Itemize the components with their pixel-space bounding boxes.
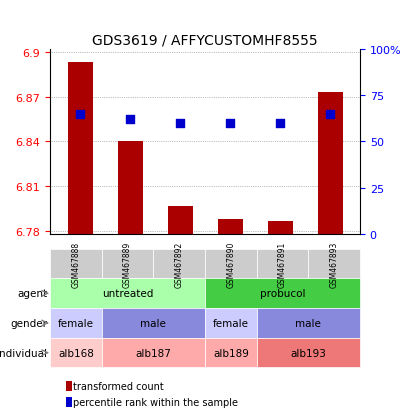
Text: transformed count: transformed count: [73, 381, 164, 391]
Point: [127, 116, 133, 123]
Text: alb168: alb168: [58, 348, 94, 358]
FancyBboxPatch shape: [153, 249, 205, 279]
Text: GSM467892: GSM467892: [175, 241, 184, 287]
Text: female: female: [58, 318, 94, 328]
Text: individual: individual: [0, 348, 48, 358]
Point: [277, 120, 283, 127]
Text: GSM467890: GSM467890: [226, 241, 235, 287]
FancyBboxPatch shape: [50, 338, 102, 368]
Bar: [118, 142, 142, 235]
Text: GSM467889: GSM467889: [123, 241, 132, 287]
Point: [177, 120, 183, 127]
Text: alb189: alb189: [213, 348, 249, 358]
FancyBboxPatch shape: [257, 309, 360, 338]
FancyBboxPatch shape: [102, 309, 205, 338]
Point: [227, 120, 233, 127]
Bar: [168, 206, 192, 235]
Text: female: female: [213, 318, 249, 328]
FancyBboxPatch shape: [50, 279, 205, 309]
FancyBboxPatch shape: [257, 338, 360, 368]
Text: untreated: untreated: [102, 289, 153, 299]
Text: agent: agent: [17, 289, 48, 299]
Text: GSM467888: GSM467888: [71, 241, 80, 287]
FancyBboxPatch shape: [50, 309, 102, 338]
FancyBboxPatch shape: [205, 309, 257, 338]
Text: GSM467891: GSM467891: [278, 241, 287, 287]
Bar: [318, 93, 342, 235]
Text: male: male: [295, 318, 321, 328]
FancyBboxPatch shape: [205, 338, 257, 368]
Text: GSM467893: GSM467893: [330, 241, 339, 287]
FancyBboxPatch shape: [308, 249, 360, 279]
FancyBboxPatch shape: [205, 249, 257, 279]
Point: [77, 111, 83, 118]
Text: male: male: [140, 318, 166, 328]
Bar: [68, 63, 92, 235]
Bar: [66, 381, 72, 392]
Text: probucol: probucol: [260, 289, 305, 299]
FancyBboxPatch shape: [50, 249, 102, 279]
Text: alb193: alb193: [290, 348, 326, 358]
Bar: [268, 221, 292, 235]
FancyBboxPatch shape: [205, 279, 360, 309]
Bar: [66, 397, 72, 408]
FancyBboxPatch shape: [257, 249, 308, 279]
FancyBboxPatch shape: [102, 249, 153, 279]
Bar: [218, 220, 242, 235]
Title: GDS3619 / AFFYCUSTOMHF8555: GDS3619 / AFFYCUSTOMHF8555: [92, 33, 318, 47]
Text: alb187: alb187: [135, 348, 171, 358]
Text: percentile rank within the sample: percentile rank within the sample: [73, 397, 238, 407]
Point: [327, 111, 333, 118]
FancyBboxPatch shape: [102, 338, 205, 368]
Text: gender: gender: [10, 318, 48, 328]
